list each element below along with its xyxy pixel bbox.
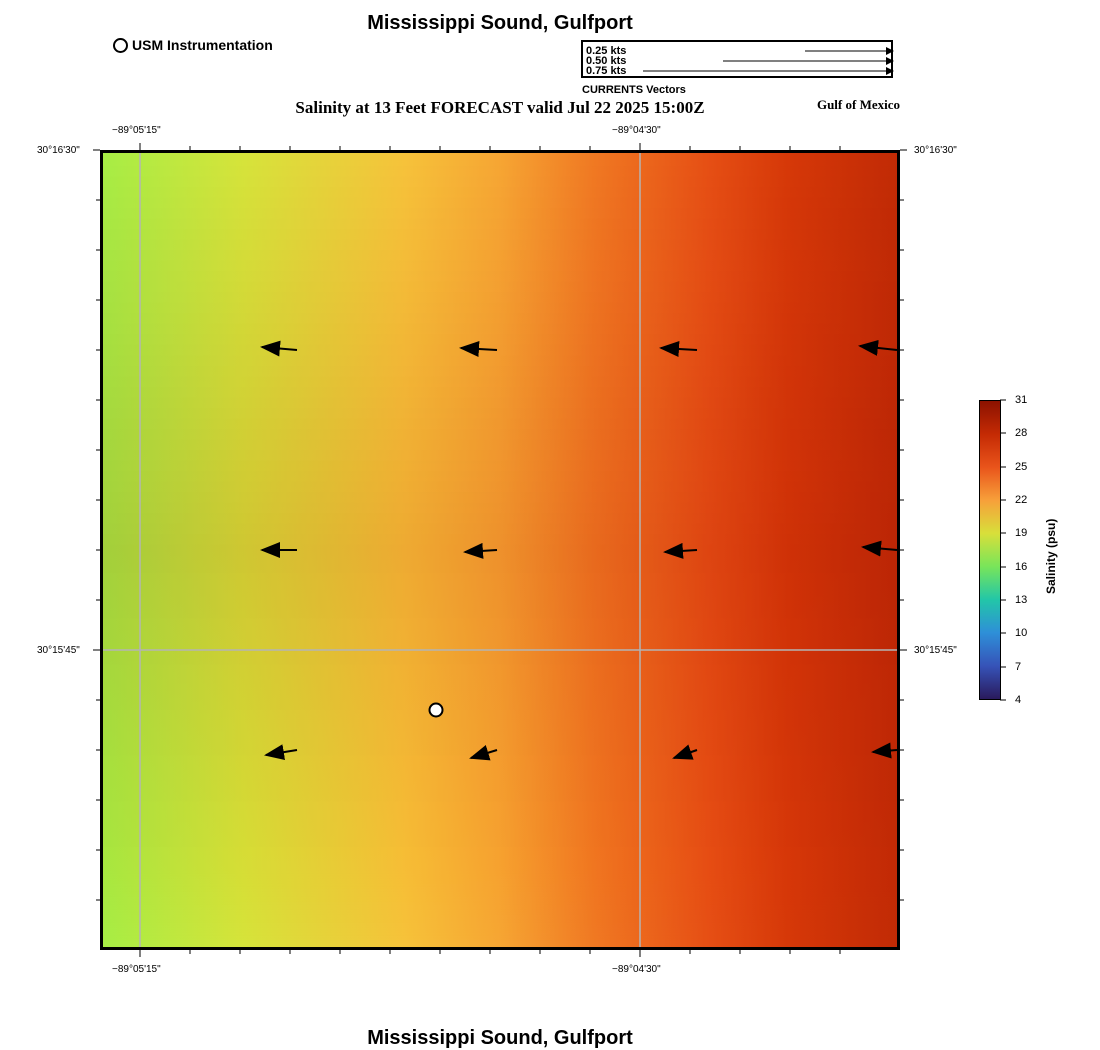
current-vector-arrow [659,341,698,357]
current-vector-arrow [663,542,698,559]
colorbar-tick-label: 10 [1015,627,1028,639]
lon-label-top: −89°05'15" [112,125,161,136]
region-label: Gulf of Mexico [816,97,900,112]
colorbar-tick-label: 22 [1015,494,1028,506]
current-vector-arrow [858,339,898,356]
current-vector-arrow [463,542,498,559]
colorbar-title: Salinity (psu) [1044,518,1058,594]
lat-label-left: 30°15'45" [37,645,80,656]
salinity-field [100,150,900,950]
current-vector-arrow [264,744,298,761]
map-frame [100,150,900,950]
colorbar-tick-label: 4 [1015,694,1022,706]
y-ticks [93,149,907,901]
vector-scale-legend: 0.25 kts 0.50 kts 0.75 kts [581,40,894,78]
vector-scale-label: 0.50 kts [586,55,627,67]
lat-label-right: 30°16'30" [914,145,957,156]
vector-caption: CURRENTS Vectors [582,84,686,96]
page-title: Mississippi Sound, Gulfport [367,12,633,34]
current-vector-arrow [459,341,498,357]
lon-label-top: −89°04'30" [612,125,661,136]
lon-label-bottom: −89°05'15" [112,964,161,975]
current-vector-arrow [861,540,898,557]
current-vector-arrow [469,745,498,761]
colorbar-tick-label: 13 [1015,594,1028,606]
current-vectors [260,339,898,761]
vector-scale-arrows [643,47,894,75]
colorbar-tick-label: 7 [1015,661,1022,673]
lat-label-right: 30°15'45" [914,645,957,656]
colorbar-tick-label: 28 [1015,427,1028,439]
salinity-colorbar [979,400,1001,700]
lat-label-left: 30°16'30" [37,145,80,156]
colorbar-ticks [1000,399,1006,701]
map-subtitle: Salinity at 13 Feet FORECAST valid Jul 2… [295,98,705,117]
current-vector-arrow [260,340,298,357]
station-dot-icon [113,37,128,53]
vector-scale-label: 0.25 kts [586,45,627,57]
current-vector-arrow [871,742,898,759]
instrumentation-label: USM Instrumentation [132,37,273,53]
colorbar-tick-label: 19 [1015,527,1028,539]
lon-label-bottom: −89°04'30" [612,964,661,975]
colorbar-tick-label: 25 [1015,461,1028,473]
colorbar-tick-label: 31 [1015,394,1028,406]
page-title-bottom: Mississippi Sound, Gulfport [367,1027,633,1049]
current-vector-arrow [672,744,698,760]
instrumentation-legend: USM Instrumentation [113,37,273,53]
usm-station-marker[interactable] [428,702,444,718]
vector-scale-label: 0.75 kts [586,65,627,77]
colorbar-tick-label: 16 [1015,561,1028,573]
salinity-field-shading [100,150,900,950]
x-ticks [139,143,841,957]
